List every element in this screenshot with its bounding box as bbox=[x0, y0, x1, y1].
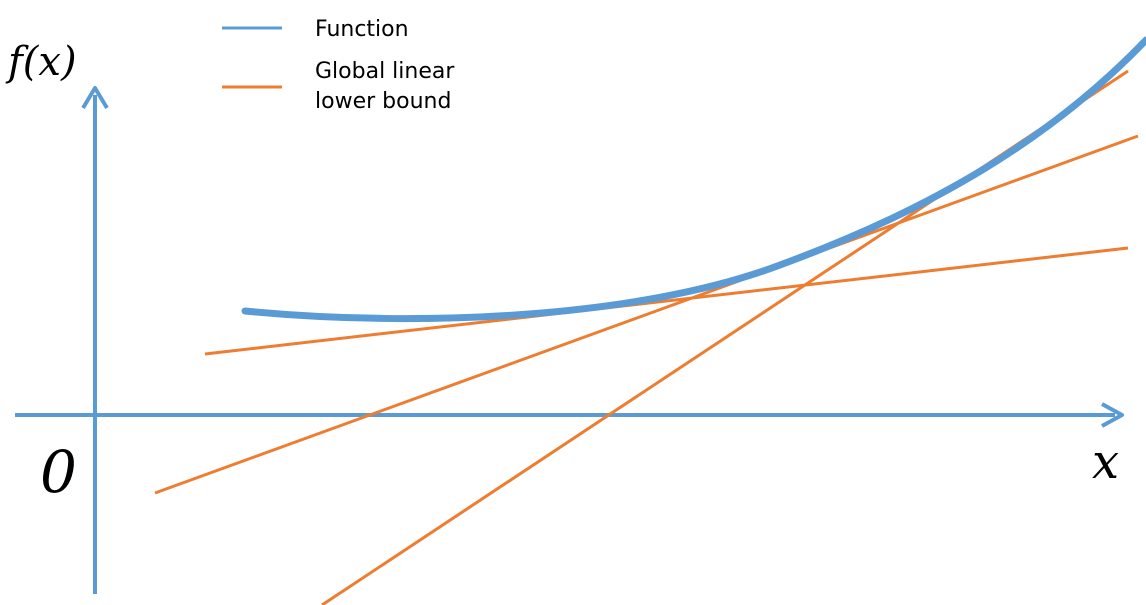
linear-lower-bounds bbox=[154, 69, 1139, 605]
legend-function-label: Function bbox=[315, 17, 409, 42]
legend-bound-label-line1: Global linear bbox=[315, 59, 455, 84]
function-curve bbox=[241, 36, 1146, 323]
legend-bound-label-line2: lower bound bbox=[315, 89, 451, 114]
y-axis-label: f(x) bbox=[5, 39, 77, 85]
x-axis-label: x bbox=[1092, 434, 1119, 490]
y-axis-arrowhead bbox=[81, 86, 109, 110]
legend: Function Global linear lower bound bbox=[222, 17, 455, 114]
axes bbox=[15, 86, 1124, 594]
tangent-line-medium bbox=[154, 134, 1139, 495]
origin-label: 0 bbox=[40, 438, 77, 506]
x-axis-arrowhead bbox=[1101, 402, 1124, 428]
tangent-line-shallow bbox=[204, 246, 1129, 356]
